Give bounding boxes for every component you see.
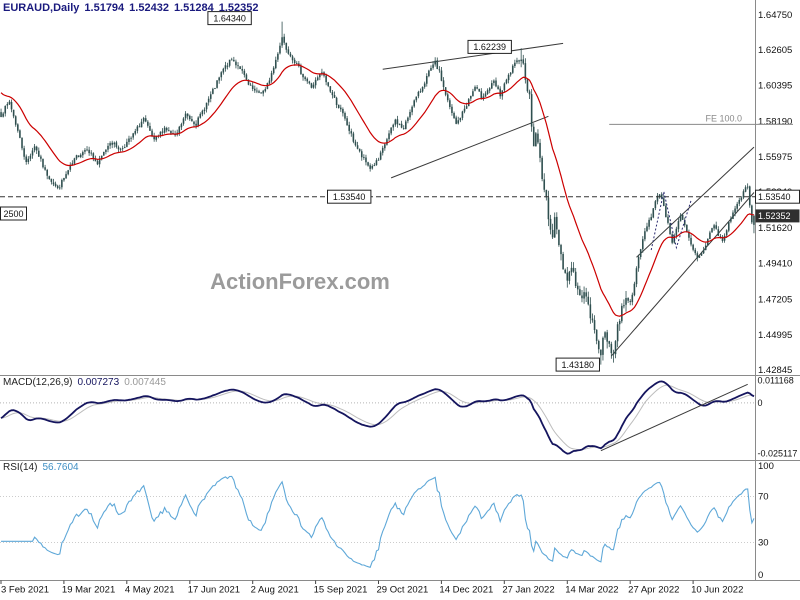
price-tick-label: 1.62605: [758, 45, 792, 56]
high-price-label-text: 1.64340: [213, 13, 246, 23]
left-level-box-text: 2500: [3, 209, 23, 219]
open-value: 1.51794: [84, 2, 125, 14]
time-tick-label: 29 Oct 2021: [377, 585, 429, 596]
level-axis-box-text: 1.53540: [758, 192, 791, 202]
watermark-layer: ActionForex.com: [210, 269, 390, 294]
price-tick-label: 1.60395: [758, 81, 792, 92]
current-price-axis-box: 1.52352: [755, 209, 800, 223]
rsi-panel: [0, 475, 755, 568]
macd-signal-line: [0, 384, 755, 451]
channel-upper-line: [636, 146, 755, 258]
resistance-price-label: 1.62239: [467, 39, 512, 54]
candles-layer: [0, 21, 755, 365]
price-trendlines: [382, 42, 755, 357]
time-tick-label: 15 Sep 2021: [314, 585, 368, 596]
rising-wedge-support: [390, 115, 549, 179]
time-tick-label: 27 Jan 2022: [502, 585, 554, 596]
fib-extension: FE 100.0: [609, 113, 793, 125]
price-tick-label: 1.42845: [758, 365, 792, 376]
candle-bodies: [0, 36, 755, 356]
rsi-name: RSI(14): [3, 462, 38, 473]
time-tick-label: 27 Apr 2022: [628, 585, 679, 596]
price-overlays: [0, 191, 755, 251]
macd-tick-label: -0.025117: [758, 449, 798, 459]
high-price-label: 1.64340: [207, 11, 252, 26]
time-tick-label: 3 Feb 2021: [1, 585, 49, 596]
support-level-label-text: 1.53540: [333, 192, 366, 202]
level-axis-box: 1.53540: [755, 189, 800, 204]
time-tick-label: 14 Dec 2021: [439, 585, 493, 596]
price-tick-label: 1.51620: [758, 223, 792, 234]
macd-tick-label: 0: [758, 398, 763, 408]
low-price-label-text: 1.43180: [562, 360, 595, 370]
rsi-tick-label: 0: [758, 570, 763, 581]
macd-main-value: 0.007273: [77, 377, 120, 388]
resistance-trendline: [382, 42, 564, 70]
price-tick-label: 1.47205: [758, 294, 792, 305]
time-tick-label: 17 Jun 2021: [188, 585, 240, 596]
chart-labels: 1.64340 1.62239 1.53540 1.43180 1.53540 1.523…: [0, 11, 800, 372]
macd-indicator-label: MACD(12,26,9) 0.007273 0.007445: [3, 377, 171, 388]
price-tick-label: 1.55975: [758, 152, 792, 163]
support-level-label: 1.53540: [327, 189, 372, 204]
rsi-indicator-label: RSI(14) 56.7604: [3, 462, 84, 473]
price-tick-label: 1.64750: [758, 10, 792, 21]
rsi-line: [1, 475, 755, 568]
macd-trendline: [600, 383, 748, 452]
moving-average-line: [0, 64, 755, 317]
rsi-value: 56.7604: [42, 462, 79, 473]
low-value: 1.51284: [173, 2, 214, 14]
rsi-tick-label: 30: [758, 538, 769, 549]
watermark: ActionForex.com: [210, 269, 390, 294]
macd-signal-value: 0.007445: [124, 377, 166, 388]
resistance-price-label-text: 1.62239: [473, 42, 506, 52]
projection-dotted-path: [650, 191, 692, 251]
time-tick-label: 14 Mar 2022: [565, 585, 618, 596]
macd-name: MACD(12,26,9): [3, 377, 73, 388]
time-tick-label: 2 Aug 2021: [251, 585, 299, 596]
macd-panel: [0, 380, 755, 455]
close-value: 1.52352: [218, 2, 259, 14]
high-value: 1.52432: [129, 2, 169, 14]
time-tick-label: 4 May 2021: [125, 585, 175, 596]
rsi-tick-label: 70: [758, 492, 769, 503]
low-price-label: 1.43180: [555, 357, 600, 372]
symbol-period-label: EURAUD,Daily: [3, 2, 80, 14]
time-tick-label: 10 Jun 2022: [691, 585, 743, 596]
price-tick-label: 1.44995: [758, 330, 792, 341]
rsi-tick-label: 100: [758, 461, 774, 472]
price-tick-label: 1.58190: [758, 116, 792, 127]
candle-wicks: [0, 21, 755, 365]
price-tick-label: 1.49410: [758, 259, 792, 270]
time-tick-label: 19 Mar 2021: [62, 585, 115, 596]
symbol-ohlc-readout: EURAUD,Daily 1.51794 1.52432 1.51284 1.52352: [3, 2, 263, 14]
macd-tick-label: 0.011168: [758, 375, 794, 385]
left-level-box: 2500: [0, 206, 27, 221]
current-price-axis-box-text: 1.52352: [758, 211, 791, 221]
macd-main-line: [0, 380, 755, 455]
fe-100-label: FE 100.0: [705, 113, 742, 123]
